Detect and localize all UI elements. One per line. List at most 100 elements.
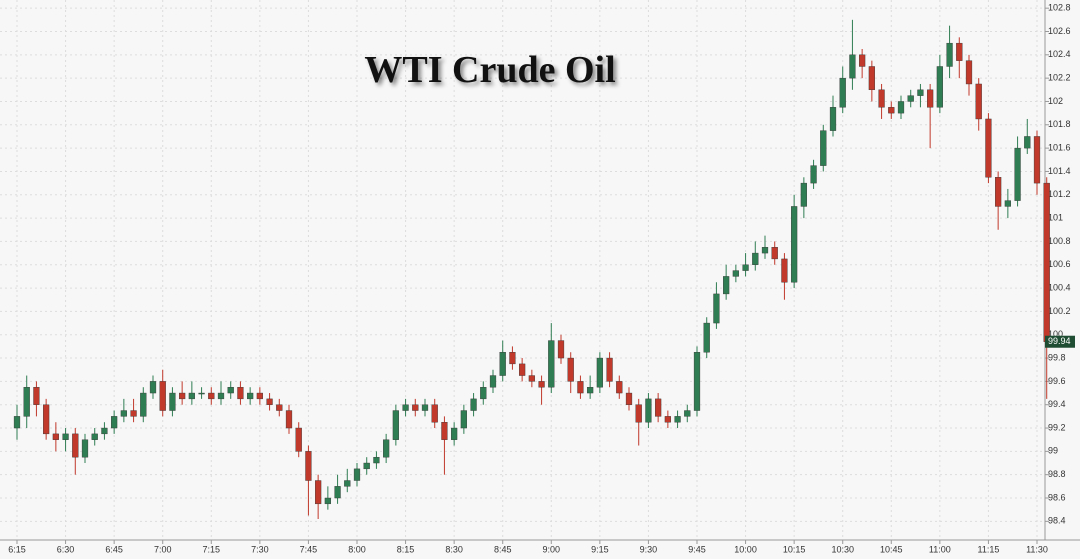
candle-body: [548, 340, 555, 388]
candle-body: [752, 252, 759, 265]
candle-body: [829, 107, 837, 131]
candle-body: [217, 392, 225, 400]
x-tick-label: 8:00: [348, 544, 366, 554]
candle-body: [285, 410, 293, 429]
candle-body: [956, 42, 963, 61]
candle-body: [723, 276, 730, 295]
candle-body: [1024, 136, 1031, 149]
candle-body: [198, 392, 205, 395]
y-tick-label: 98.8: [1048, 469, 1066, 479]
candle-body: [169, 392, 176, 411]
candle-body: [664, 416, 671, 423]
candle-body: [567, 357, 574, 382]
candle-body: [791, 206, 798, 283]
candle-body: [936, 66, 943, 108]
candle-body: [412, 404, 419, 411]
x-tick-label: 8:15: [397, 544, 415, 554]
candle-body: [742, 264, 749, 271]
y-tick-label: 102.2: [1048, 73, 1071, 83]
x-tick-label: 11:30: [1026, 544, 1048, 554]
candle-body: [140, 392, 147, 417]
candle-body: [353, 468, 361, 481]
y-tick-label: 101.6: [1048, 142, 1071, 152]
candle-body: [431, 404, 438, 423]
x-tick-label: 10:15: [783, 544, 806, 554]
candle-body: [693, 352, 701, 411]
candle-body: [878, 89, 885, 108]
candle-body: [499, 352, 506, 376]
x-tick-label: 9:00: [543, 544, 561, 554]
candle-body: [606, 357, 613, 382]
candle-body: [917, 89, 924, 96]
candle-body: [781, 258, 788, 283]
candle-body: [1014, 147, 1021, 201]
candle-body: [509, 352, 516, 365]
candle-body: [557, 340, 565, 359]
x-tick-label: 9:30: [640, 544, 658, 554]
candle-body: [120, 410, 127, 417]
candle-body: [927, 89, 934, 108]
candle-body: [383, 439, 390, 458]
candle-body: [635, 404, 642, 423]
candle-body: [33, 387, 40, 405]
x-tick-label: 7:30: [251, 544, 269, 554]
candle-body: [625, 392, 633, 405]
y-tick-label: 98.6: [1048, 492, 1066, 502]
y-tick-label: 99.6: [1048, 376, 1066, 386]
candle-body: [489, 375, 497, 388]
candle-body: [596, 357, 603, 388]
candle-body: [946, 42, 953, 67]
candle-body: [72, 433, 79, 458]
x-tick-label: 6:30: [57, 544, 75, 554]
candle-body: [645, 398, 652, 423]
y-tick-label: 99.8: [1048, 352, 1066, 362]
candle-body: [256, 392, 263, 400]
x-tick-label: 7:15: [203, 544, 221, 554]
y-tick-label: 102.8: [1048, 3, 1071, 13]
candle-body: [528, 375, 535, 382]
candle-body: [897, 101, 905, 114]
x-tick-label: 6:45: [105, 544, 123, 554]
candle-body: [519, 363, 526, 376]
x-tick-label: 7:00: [154, 544, 172, 554]
candle-body: [800, 182, 807, 207]
candle-body: [538, 381, 545, 388]
candle-body: [849, 54, 856, 79]
y-tick-label: 100.4: [1048, 282, 1071, 292]
y-tick-label: 99: [1048, 446, 1058, 456]
candle-body: [820, 130, 827, 166]
x-tick-label: 10:00: [734, 544, 757, 554]
y-tick-label: 101.2: [1048, 189, 1071, 199]
candle-body: [295, 427, 302, 452]
candle-body: [91, 433, 98, 440]
candle-body: [441, 422, 448, 440]
candle-body: [111, 416, 118, 429]
candle-body: [188, 392, 195, 400]
candle-body: [761, 247, 769, 254]
candle-body: [732, 270, 739, 277]
candle-body: [703, 322, 710, 353]
candle-body: [713, 293, 720, 324]
candle-body: [480, 387, 487, 400]
candle-body: [1033, 136, 1041, 184]
x-tick-label: 9:45: [688, 544, 706, 554]
candle-body: [965, 60, 973, 85]
x-tick-label: 8:45: [494, 544, 512, 554]
candle-body: [868, 66, 875, 91]
y-tick-label: 99.4: [1048, 399, 1066, 409]
candle-body: [616, 381, 623, 394]
x-tick-label: 6:15: [8, 544, 26, 554]
y-tick-label: 102.4: [1048, 49, 1071, 59]
x-tick-label: 11:15: [977, 544, 999, 554]
x-tick-label: 8:30: [445, 544, 463, 554]
candle-body: [907, 95, 914, 102]
x-tick-label: 11:00: [929, 544, 951, 554]
candle-body: [402, 404, 409, 411]
candle-body: [101, 427, 108, 435]
candle-body: [149, 381, 157, 394]
candle-body: [1004, 200, 1011, 207]
candle-body: [315, 480, 322, 505]
y-tick-label: 100: [1048, 329, 1063, 339]
candle-body: [373, 456, 380, 464]
